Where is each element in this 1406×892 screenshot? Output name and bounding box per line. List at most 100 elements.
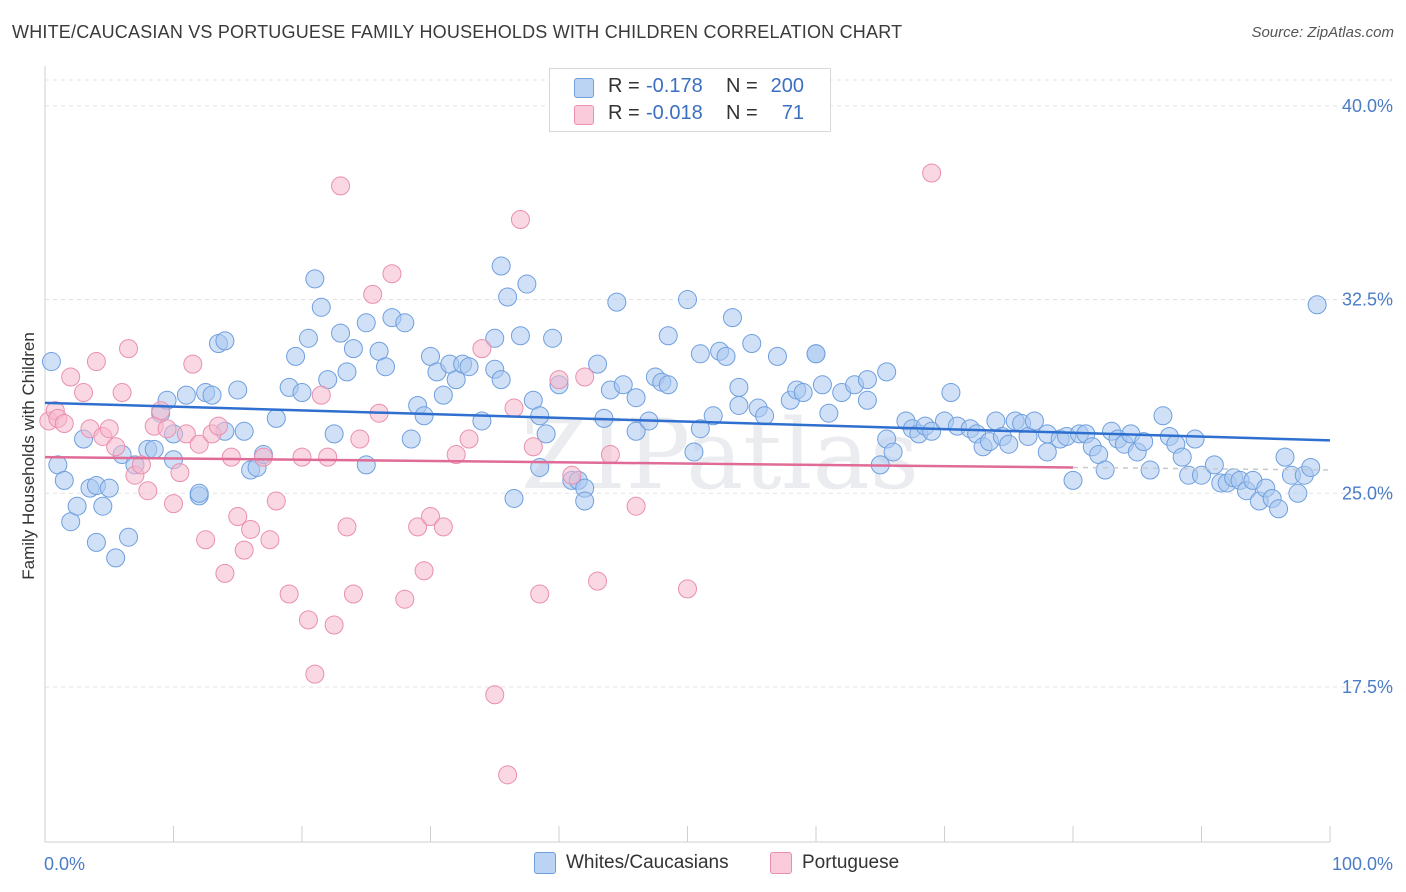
data-point [131, 455, 151, 475]
trend-lines [44, 401, 1331, 471]
data-point [999, 434, 1019, 454]
data-point [433, 517, 453, 537]
data-point [742, 333, 762, 353]
series-swatch-portuguese [770, 852, 792, 874]
data-point [703, 406, 723, 426]
data-point [678, 579, 697, 599]
data-point [401, 429, 421, 449]
data-point [324, 615, 344, 635]
legend-swatch-whites [574, 78, 594, 98]
data-point [658, 375, 678, 395]
data-point [215, 331, 235, 351]
data-point [414, 406, 434, 426]
data-point [138, 481, 158, 501]
data-point [1269, 499, 1289, 519]
data-point [164, 494, 183, 514]
data-point [298, 610, 318, 630]
data-point [86, 532, 106, 552]
data-point [292, 447, 312, 467]
chart-source: Source: ZipAtlas.com [1251, 24, 1394, 41]
data-point [1037, 442, 1057, 462]
data-point [215, 563, 235, 583]
data-point [99, 419, 119, 439]
data-point [504, 398, 524, 418]
data-point [530, 584, 550, 604]
data-point [337, 362, 357, 382]
trend-line-portuguese [44, 455, 1074, 469]
data-point [1172, 447, 1192, 467]
data-point [189, 434, 209, 454]
trend-line-whites [44, 401, 1331, 442]
data-point [54, 414, 74, 434]
data-point [279, 584, 299, 604]
chart-title: WHITE/CAUCASIAN VS PORTUGUESE FAMILY HOU… [12, 22, 903, 42]
data-point [613, 375, 633, 395]
series-legend-portuguese: Portuguese [770, 852, 930, 876]
data-point [588, 354, 608, 374]
data-point [311, 385, 331, 405]
data-point [253, 447, 273, 467]
data-points [39, 163, 1327, 785]
data-point [498, 287, 518, 307]
data-point [311, 297, 331, 317]
data-point [857, 390, 877, 410]
data-point [170, 463, 190, 483]
data-point [755, 406, 775, 426]
data-point [1134, 432, 1154, 452]
legend-n-value-whites: 200 [770, 75, 804, 97]
data-point [941, 383, 961, 403]
data-point [510, 326, 530, 346]
series-label-portuguese: Portuguese [802, 852, 900, 873]
data-point [331, 323, 351, 343]
data-point [433, 385, 453, 405]
data-point [729, 395, 749, 415]
data-point [1024, 411, 1044, 431]
y-tick-labels: 17.5% 25.0% 32.5% 40.0% [1342, 96, 1393, 697]
data-point [324, 424, 344, 444]
data-point [260, 530, 280, 550]
data-point [151, 401, 171, 421]
data-point [350, 429, 370, 449]
data-point [221, 447, 241, 467]
data-point [793, 383, 813, 403]
legend-row-whites: R = -0.178 N = 200 [550, 73, 830, 101]
series-legend-whites: Whites/Caucasians [534, 852, 754, 876]
data-point [491, 370, 511, 390]
data-point [485, 328, 505, 348]
data-point [1140, 460, 1160, 480]
legend-r-value-whites: -0.178 [646, 75, 703, 97]
data-point [498, 765, 518, 785]
data-point [575, 367, 595, 387]
data-point [1153, 406, 1173, 426]
data-point [99, 478, 119, 498]
data-point [1185, 429, 1205, 449]
y-axis-title: Family Households with Children [19, 332, 38, 580]
correlation-legend: R = -0.178 N = 200 R = -0.018 N = 71 [549, 68, 831, 132]
data-point [337, 517, 357, 537]
data-point [395, 589, 415, 609]
data-point [86, 352, 106, 372]
data-point [61, 367, 81, 387]
data-point [298, 328, 318, 348]
data-point [196, 530, 216, 550]
series-label-whites: Whites/Caucasians [566, 852, 729, 873]
x-tick-label: 100.0% [1332, 854, 1393, 874]
data-point [305, 664, 325, 684]
data-point [305, 269, 325, 289]
data-point [41, 352, 61, 372]
data-point [1192, 465, 1211, 485]
legend-r-value-portuguese: -0.018 [646, 102, 703, 124]
data-point [318, 447, 338, 467]
data-point [286, 346, 306, 366]
data-point [266, 491, 286, 511]
data-point [857, 370, 877, 390]
data-point [523, 437, 543, 457]
axes [44, 66, 1331, 843]
data-point [414, 561, 434, 581]
data-point [356, 455, 376, 475]
data-point [1204, 455, 1224, 475]
data-point [1307, 295, 1327, 315]
data-point [363, 284, 383, 304]
legend-n-label: N = [726, 75, 758, 97]
